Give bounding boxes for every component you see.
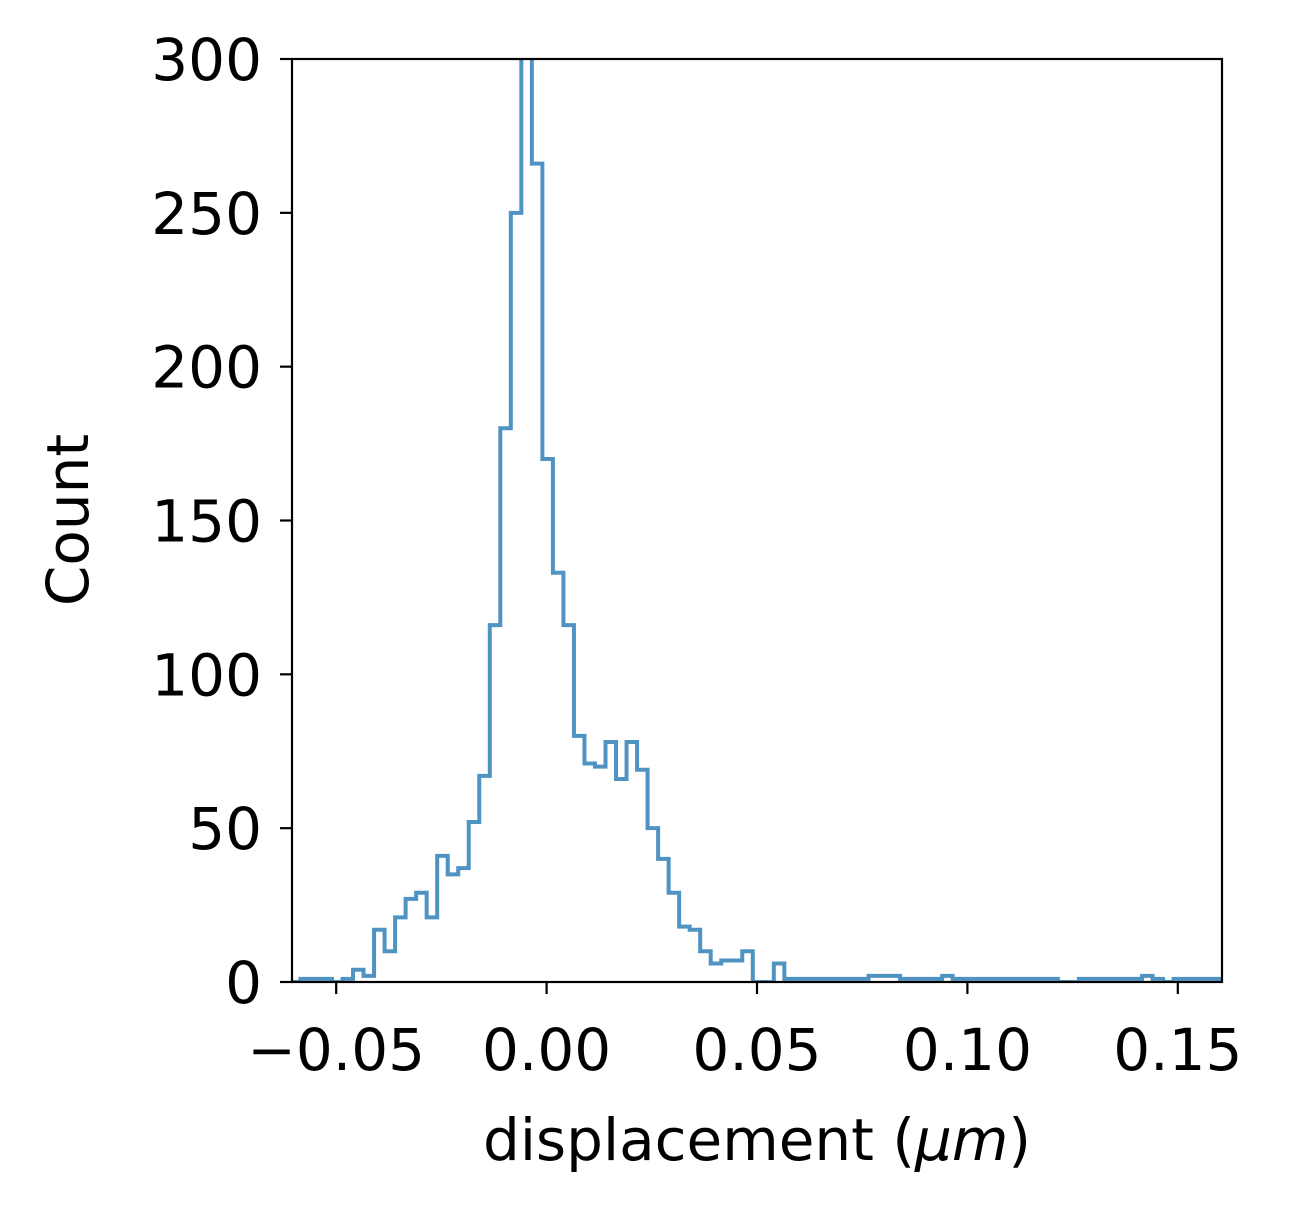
- x-tick-label: 0.10: [903, 1016, 1032, 1084]
- y-axis-label: Count: [34, 434, 102, 606]
- x-tick-label: 0.00: [482, 1016, 611, 1084]
- x-axis-label: displacement (μm): [483, 1106, 1031, 1174]
- y-tick-label: 100: [151, 641, 262, 709]
- x-tick-label: 0.15: [1113, 1016, 1242, 1084]
- y-tick-label: 300: [151, 26, 262, 94]
- plot-frame: [290, 57, 1224, 984]
- y-tick-label: 0: [225, 949, 262, 1017]
- histogram-step-line: [292, 59, 1222, 982]
- y-tick-label: 200: [151, 334, 262, 402]
- x-tick-label: 0.05: [692, 1016, 821, 1084]
- y-tick-label: 150: [151, 488, 262, 556]
- x-tick-label: −0.05: [247, 1016, 425, 1084]
- y-tick-label: 250: [151, 180, 262, 248]
- y-tick-label: 50: [188, 795, 262, 863]
- y-axis: 0 50 100 150 200 250 300: [151, 26, 292, 1017]
- x-axis: −0.05 0.00 0.05 0.10 0.15: [247, 982, 1242, 1084]
- plot-area: [290, 57, 1224, 984]
